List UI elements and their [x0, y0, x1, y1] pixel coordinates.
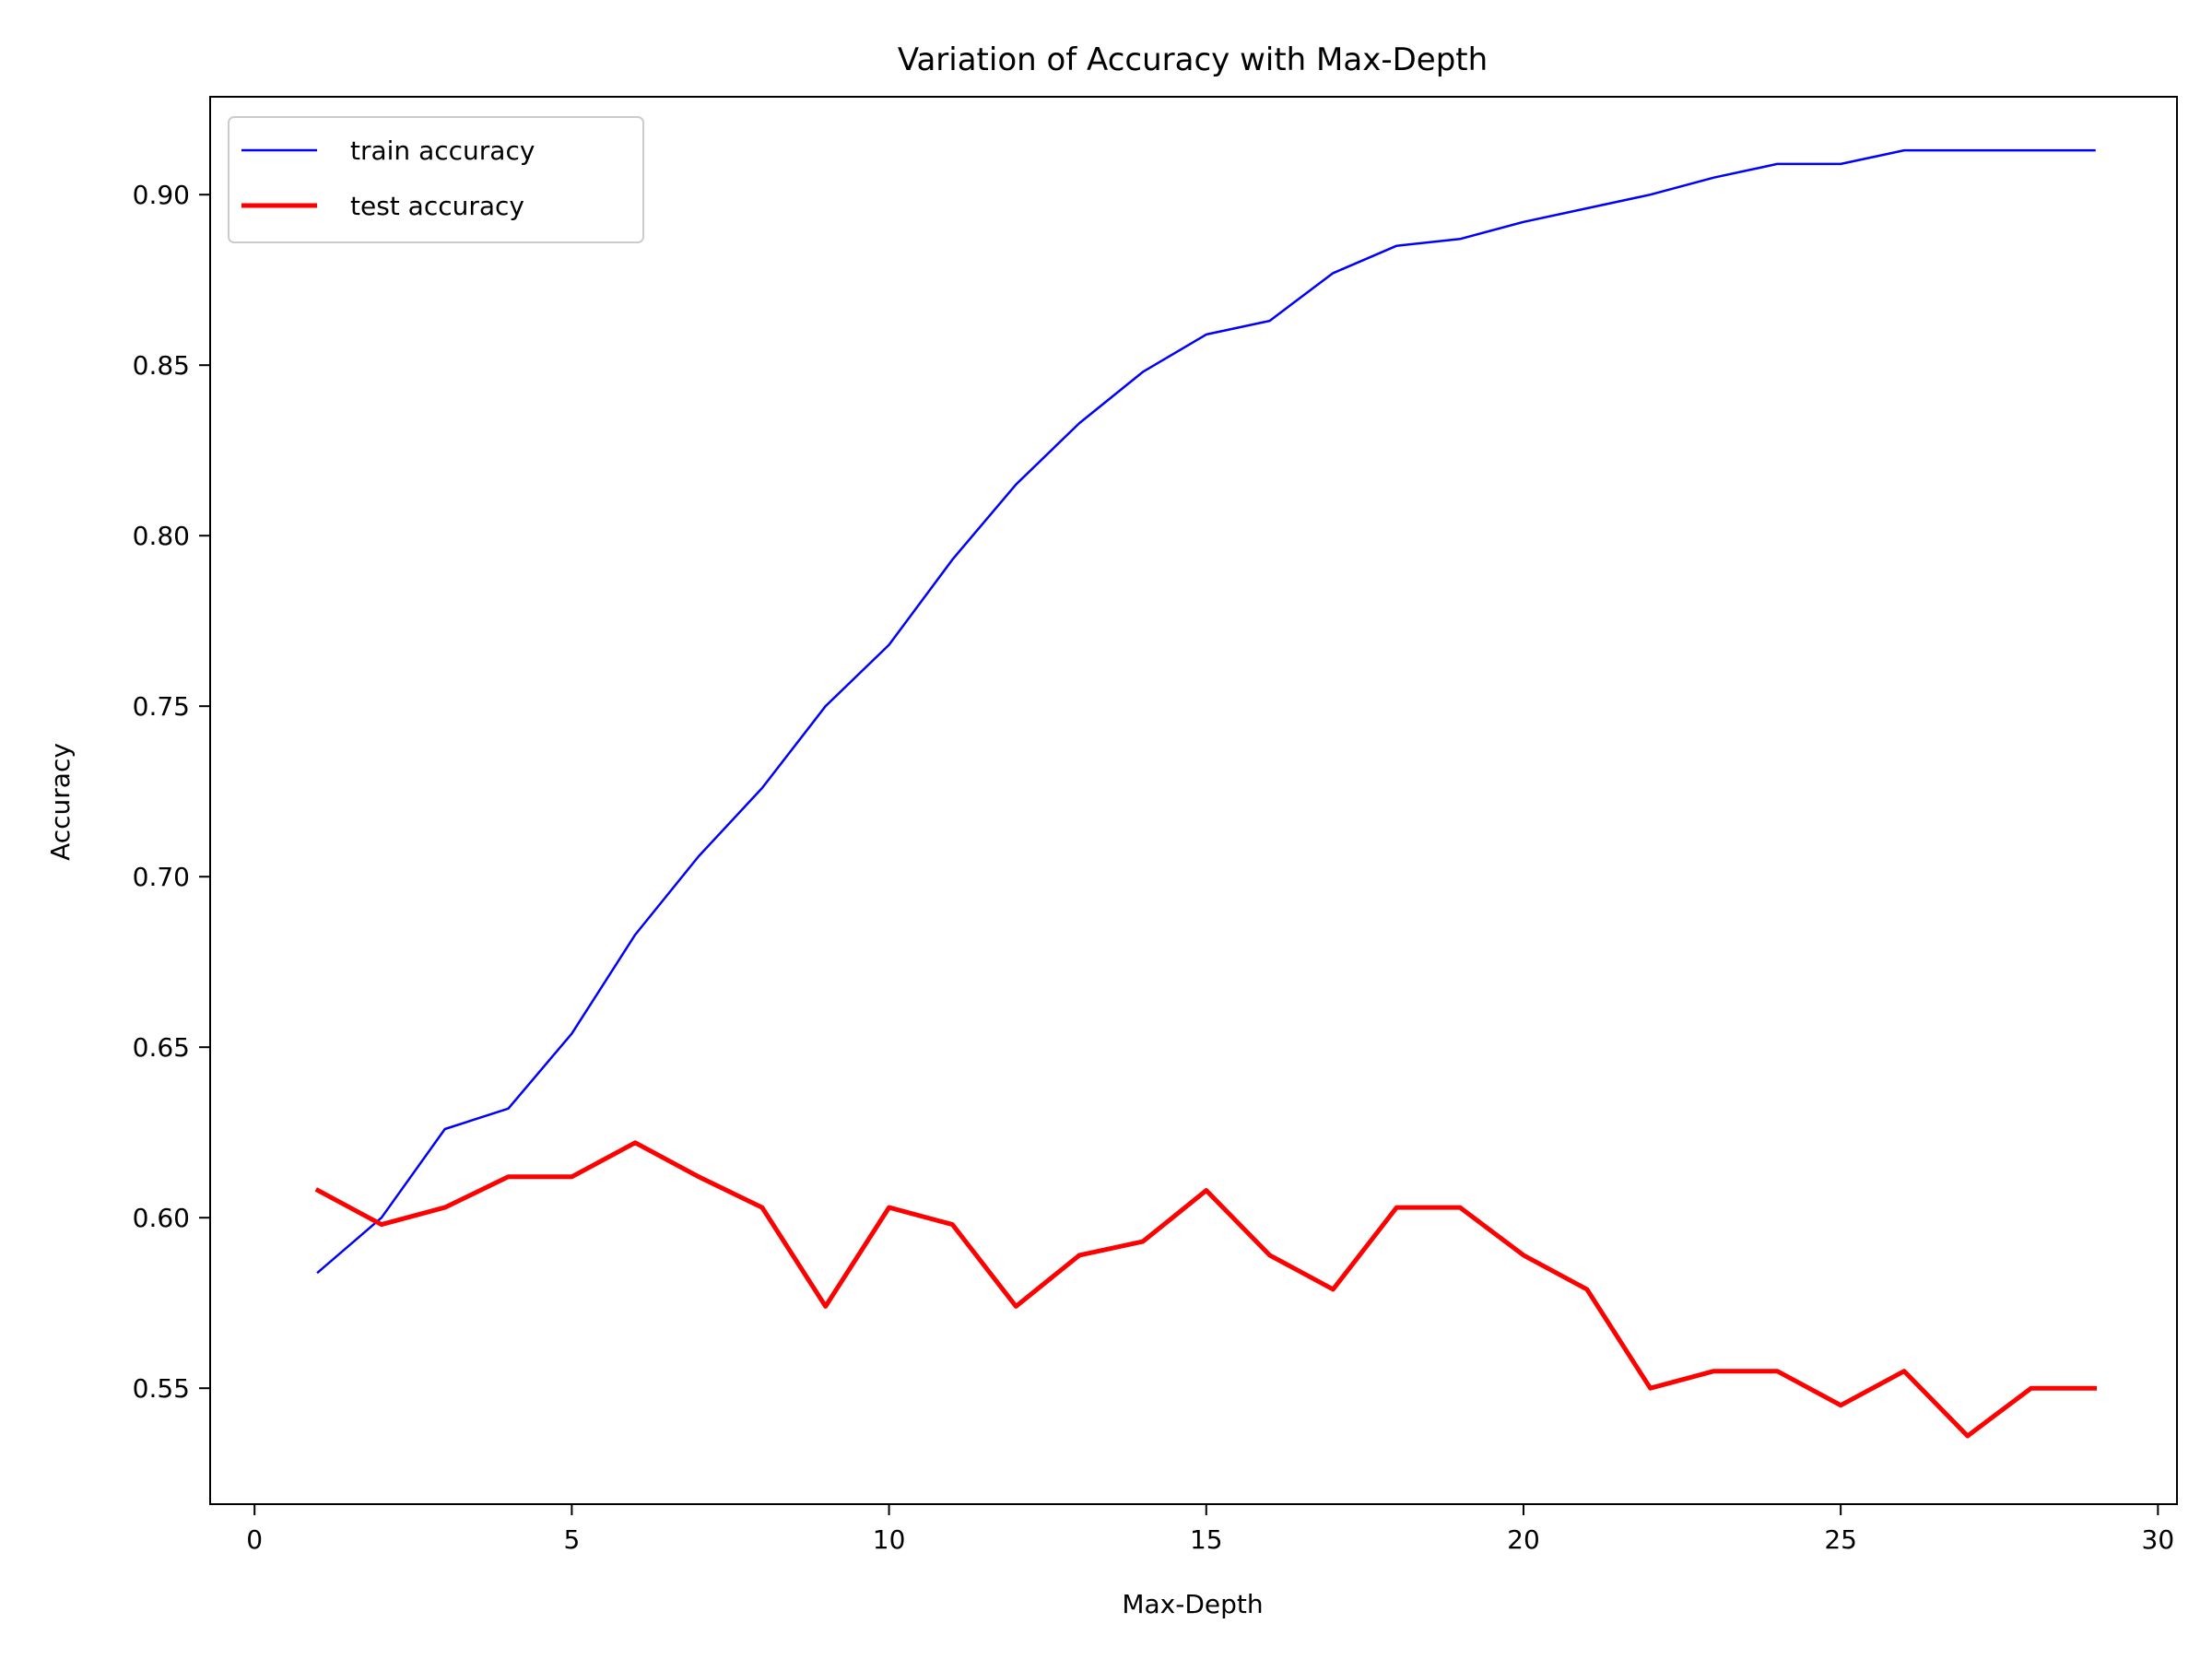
series-line-train-accuracy — [316, 148, 2096, 1275]
legend-label-train-accuracy: train accuracy — [350, 135, 535, 166]
x-tick-label: 10 — [873, 1524, 906, 1555]
y-axis-label: Accuracy — [45, 743, 76, 861]
chart-title: Variation of Accuracy with Max-Depth — [898, 41, 1488, 78]
series-line-test-accuracy — [314, 1140, 2097, 1439]
plot-frame — [209, 96, 2178, 1505]
plot-area — [209, 96, 2178, 1505]
legend: train accuracy test accuracy — [228, 116, 644, 243]
legend-box — [228, 116, 644, 243]
y-axis: 0.55 0.60 0.65 0.70 0.75 0.80 0.85 0.90 — [133, 180, 210, 1404]
y-tick-label: 0.90 — [133, 180, 190, 210]
x-tick-label: 5 — [563, 1524, 580, 1555]
x-axis: 0 5 10 15 20 25 30 — [246, 1504, 2174, 1555]
x-tick-label: 0 — [246, 1524, 263, 1555]
y-tick-label: 0.75 — [133, 691, 190, 722]
y-tick-label: 0.55 — [133, 1373, 190, 1404]
y-tick-label: 0.85 — [133, 350, 190, 381]
y-tick-label: 0.80 — [133, 521, 190, 551]
x-tick-label: 30 — [2142, 1524, 2175, 1555]
x-tick-label: 15 — [1190, 1524, 1223, 1555]
x-axis-label: Max-Depth — [1122, 1589, 1263, 1619]
x-tick-label: 20 — [1507, 1524, 1540, 1555]
legend-label-test-accuracy: test accuracy — [350, 191, 524, 221]
x-tick-label: 25 — [1824, 1524, 1857, 1555]
y-tick-label: 0.70 — [133, 862, 190, 892]
y-tick-label: 0.60 — [133, 1203, 190, 1233]
series-layer — [314, 148, 2097, 1439]
y-tick-label: 0.65 — [133, 1032, 190, 1063]
